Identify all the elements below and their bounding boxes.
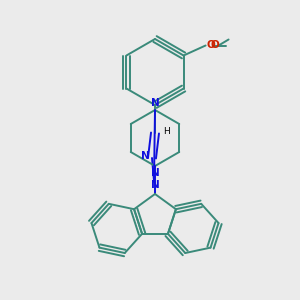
Text: O: O bbox=[210, 40, 219, 50]
Text: O: O bbox=[207, 40, 215, 50]
Text: N: N bbox=[141, 151, 150, 161]
Text: N: N bbox=[151, 180, 159, 190]
Text: N: N bbox=[151, 168, 159, 178]
Text: N: N bbox=[151, 98, 159, 108]
Text: H: H bbox=[163, 127, 170, 136]
